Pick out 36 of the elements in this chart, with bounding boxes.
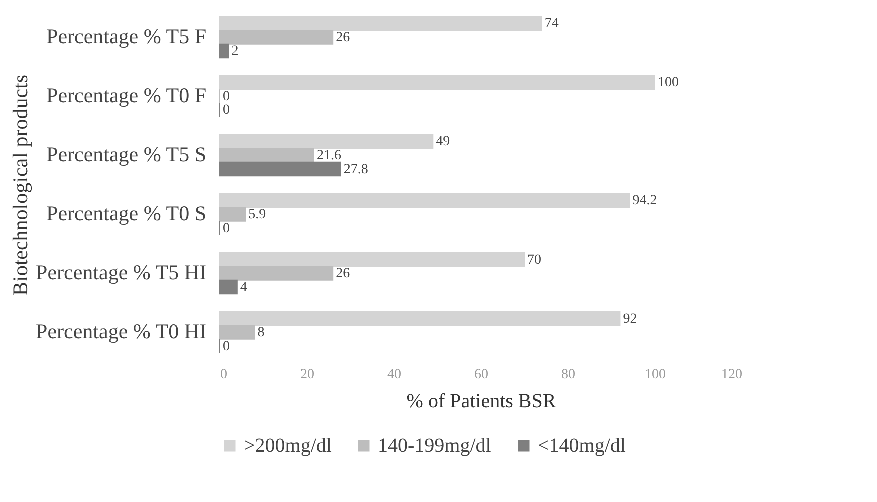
x-tick-label: 80 (562, 368, 576, 382)
data-label: 5.9 (248, 208, 266, 223)
data-label: 70 (528, 252, 542, 268)
y-tick-label: Percentage % T5 HI (36, 260, 206, 285)
data-label: 0 (223, 339, 230, 354)
data-label: 49 (436, 134, 450, 150)
x-tick-label: 120 (722, 368, 742, 382)
x-axis-title: % of Patients BSR (406, 390, 557, 412)
data-label: 27.8 (344, 162, 368, 178)
data-label: 26 (336, 266, 350, 282)
data-label: 2 (232, 44, 239, 60)
x-tick-label: 100 (645, 368, 666, 382)
data-label: 0 (223, 221, 230, 236)
y-tick-label: Percentage % T5 F (46, 24, 206, 48)
y-axis-title: Biotechnological products (8, 74, 33, 296)
data-label: 100 (658, 76, 679, 91)
y-tick-label: Percentage % T0 S (46, 202, 206, 226)
data-label: 94.2 (632, 194, 658, 209)
data-label: 74 (544, 16, 559, 32)
y-tick-label: Percentage % T0 HI (36, 320, 206, 344)
legend-label: <140mg/dl (538, 435, 626, 457)
legend-label: >200mg/dl (244, 435, 332, 457)
x-tick-label: 40 (388, 368, 402, 382)
legend-label: 140-199mg/dl (378, 435, 492, 457)
data-label: 0 (223, 89, 230, 104)
y-tick-label: Percentage % T0 F (46, 83, 206, 108)
x-tick-label: 20 (300, 368, 314, 382)
data-label: 92 (623, 312, 638, 327)
y-tick-label: Percentage % T5 S (46, 142, 206, 166)
x-tick-label: 0 (220, 368, 228, 382)
data-label: 21.6 (316, 148, 342, 164)
data-label: 0 (223, 103, 230, 118)
data-label: 4 (240, 280, 248, 296)
data-label: 8 (258, 326, 265, 341)
data-label: 26 (336, 30, 350, 46)
x-tick-label: 60 (474, 368, 488, 382)
